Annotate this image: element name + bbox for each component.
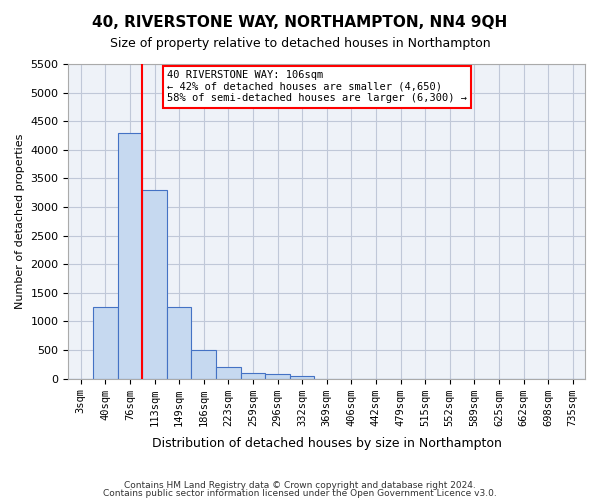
Bar	[93, 307, 118, 378]
Y-axis label: Number of detached properties: Number of detached properties	[15, 134, 25, 309]
Bar	[118, 132, 142, 378]
Bar	[142, 190, 167, 378]
Bar	[191, 350, 216, 378]
Text: 40 RIVERSTONE WAY: 106sqm
← 42% of detached houses are smaller (4,650)
58% of se: 40 RIVERSTONE WAY: 106sqm ← 42% of detac…	[167, 70, 467, 104]
Text: Size of property relative to detached houses in Northampton: Size of property relative to detached ho…	[110, 38, 490, 51]
Bar	[167, 307, 191, 378]
X-axis label: Distribution of detached houses by size in Northampton: Distribution of detached houses by size …	[152, 437, 502, 450]
Text: Contains public sector information licensed under the Open Government Licence v3: Contains public sector information licen…	[103, 488, 497, 498]
Text: 40, RIVERSTONE WAY, NORTHAMPTON, NN4 9QH: 40, RIVERSTONE WAY, NORTHAMPTON, NN4 9QH	[92, 15, 508, 30]
Bar	[216, 367, 241, 378]
Text: Contains HM Land Registry data © Crown copyright and database right 2024.: Contains HM Land Registry data © Crown c…	[124, 481, 476, 490]
Bar	[290, 376, 314, 378]
Bar	[265, 374, 290, 378]
Bar	[241, 373, 265, 378]
